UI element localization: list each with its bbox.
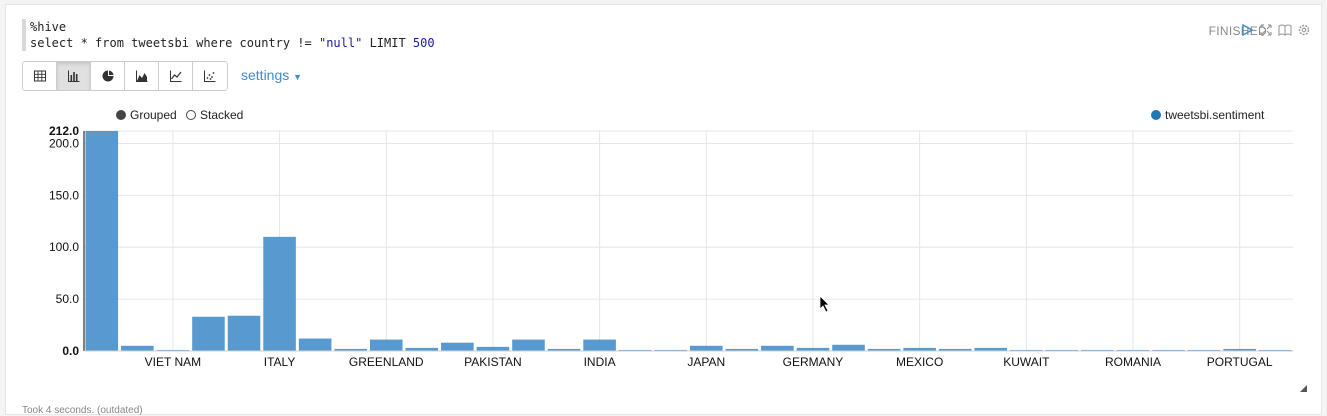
bar (227, 315, 261, 351)
bar (334, 348, 367, 351)
bar (690, 345, 723, 351)
line-chart-button[interactable] (159, 62, 193, 90)
x-tick-label: VIET NAM (145, 355, 201, 369)
code-line-2-string: "null" (318, 36, 363, 50)
code-line-2-number: 500 (412, 36, 435, 50)
bar (583, 339, 616, 351)
mouse-cursor-icon (819, 295, 830, 313)
resize-handle-icon[interactable] (1300, 385, 1307, 392)
bar (1081, 349, 1114, 351)
x-tick-label: KUWAIT (1003, 355, 1050, 369)
settings-label: settings (241, 67, 290, 83)
y-tick-label: 0.0 (62, 344, 79, 358)
bar (1045, 349, 1079, 351)
stacked-label: Stacked (200, 108, 244, 122)
bar (654, 349, 687, 351)
series-legend-label: tweetsbi.sentiment (1165, 108, 1265, 122)
x-tick-label: INDIA (584, 355, 616, 369)
bar (903, 347, 936, 351)
bar (441, 342, 474, 351)
stacked-radio-icon (186, 110, 196, 120)
visualization-toolbar (22, 61, 228, 91)
area-chart-icon (135, 70, 147, 82)
bar (1223, 348, 1256, 351)
bar (369, 339, 403, 351)
bar (867, 348, 901, 351)
code-line-2-prefix: select * from tweetsbi where country != (30, 36, 319, 50)
bar-chart-icon (67, 70, 79, 82)
x-tick-label: ROMANIA (1105, 355, 1161, 369)
x-tick-label: PORTUGAL (1207, 355, 1273, 369)
bar (192, 316, 225, 351)
table-button[interactable] (23, 62, 57, 90)
bar (618, 349, 652, 351)
bar (938, 348, 972, 351)
series-legend-dot (1151, 110, 1161, 120)
bar (1116, 349, 1150, 351)
settings-dropdown[interactable]: settings ▼ (241, 67, 302, 83)
bar (263, 236, 296, 351)
bar (1152, 349, 1185, 351)
bar (405, 347, 439, 351)
bar (1187, 349, 1221, 351)
x-tick-label: GREENLAND (349, 355, 424, 369)
bar (85, 131, 119, 351)
bar (974, 347, 1008, 351)
stacked-toggle[interactable]: Stacked (186, 108, 243, 122)
book-icon[interactable] (1278, 23, 1292, 37)
status-label: FINISHED (1208, 24, 1267, 38)
run-icon[interactable] (1240, 23, 1254, 37)
x-tick-label: PAKISTAN (464, 355, 522, 369)
table-icon (33, 70, 46, 82)
bar (1010, 349, 1043, 351)
bar (121, 345, 154, 351)
x-tick-label: GERMANY (783, 355, 844, 369)
y-tick-label: 100.0 (49, 240, 79, 254)
bar (796, 347, 830, 351)
x-tick-label: ITALY (264, 355, 296, 369)
caret-down-icon: ▼ (293, 72, 303, 82)
y-tick-label: 150.0 (49, 188, 79, 202)
bar (156, 349, 190, 351)
pie-chart-icon (102, 70, 113, 82)
y-tick-label: 200.0 (49, 136, 79, 150)
grouped-label: Grouped (130, 108, 177, 122)
bar (832, 344, 865, 351)
execution-info: Took 4 seconds. (outdated) (22, 405, 143, 416)
bar (298, 338, 332, 351)
scatter-chart-button[interactable] (193, 62, 227, 90)
bar (547, 348, 581, 351)
expand-icon[interactable] (1259, 23, 1273, 37)
gear-icon[interactable] (1297, 23, 1311, 37)
code-editor[interactable]: %hive select * from tweetsbi where count… (22, 19, 435, 51)
scatter-chart-icon (204, 70, 216, 82)
bar (476, 346, 510, 351)
bar-chart-button[interactable] (57, 62, 91, 90)
line-chart-icon (169, 70, 181, 82)
x-tick-label: MEXICO (896, 355, 943, 369)
paragraph-controls (1240, 23, 1311, 37)
y-tick-label: 50.0 (56, 292, 80, 306)
bar (512, 339, 545, 351)
series-legend-item[interactable]: tweetsbi.sentiment (1151, 108, 1264, 122)
area-chart-button[interactable] (125, 62, 159, 90)
x-tick-label: JAPAN (687, 355, 725, 369)
grouped-radio-icon (116, 110, 126, 120)
bar (761, 345, 794, 351)
bar (1258, 349, 1292, 351)
grouped-toggle[interactable]: Grouped (116, 108, 177, 122)
pie-chart-button[interactable] (91, 62, 125, 90)
code-line-2-limit: LIMIT (362, 36, 413, 50)
bar (725, 348, 759, 351)
y-tick-label: 212.0 (49, 124, 79, 138)
code-line-1: %hive (30, 20, 67, 34)
